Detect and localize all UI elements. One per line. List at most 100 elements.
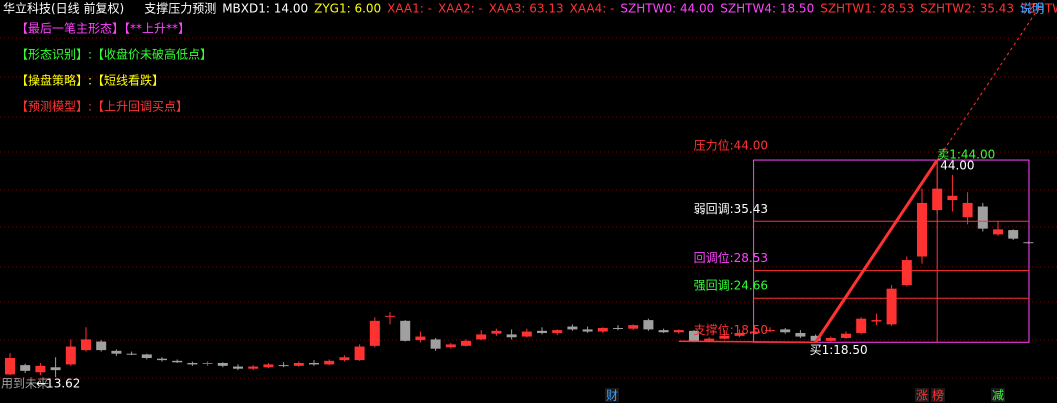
candle-body xyxy=(35,365,46,373)
candle-body xyxy=(278,365,289,367)
candle-body xyxy=(369,320,380,346)
trend-line xyxy=(814,159,939,344)
candle-body xyxy=(780,329,791,333)
header-item: ZYG1: 6.00 xyxy=(314,2,381,16)
buy-label: 买1:18.50 xyxy=(810,343,868,357)
candle-body xyxy=(537,330,547,333)
low-label: ←13.62 xyxy=(36,377,80,391)
marker-box xyxy=(991,388,1005,402)
candle-body xyxy=(1023,242,1034,244)
candle-body xyxy=(172,360,183,363)
marker: 财 xyxy=(606,389,618,403)
candle-body xyxy=(65,346,76,365)
candle-body xyxy=(445,344,456,348)
level-label: 压力位:44.00 xyxy=(694,138,768,153)
candle-body xyxy=(141,354,152,358)
sell-price: 44.00 xyxy=(940,159,974,173)
candle-body xyxy=(871,320,882,322)
candle-body xyxy=(111,350,122,354)
level-label: 回调位:28.53 xyxy=(694,250,768,265)
candle-body xyxy=(263,364,274,368)
candle-body xyxy=(597,327,608,332)
candle-body xyxy=(673,330,684,333)
candle-body xyxy=(825,337,836,341)
level-label: 强回调:24.66 xyxy=(694,279,768,293)
level-label: 支撑位:18.50 xyxy=(694,322,768,337)
candle-body xyxy=(309,362,319,365)
prediction-box xyxy=(753,159,1030,343)
candle-body xyxy=(689,330,699,342)
level-label: 弱回调:35.43 xyxy=(694,202,768,216)
candle-body xyxy=(552,330,563,333)
header-item: 支撑压力预测 xyxy=(144,1,216,16)
header-item: XAA1: - xyxy=(387,2,432,16)
candle-body xyxy=(643,320,654,330)
candle-body xyxy=(415,336,426,341)
note: 【形态识别】:【收盘价未破高低点】 xyxy=(16,47,212,62)
trend-extension xyxy=(936,0,1045,161)
candle-body xyxy=(749,331,760,333)
candle-body xyxy=(293,362,304,366)
candle-body xyxy=(628,325,639,329)
note: 【最后一笔主形态】【**上升**】 xyxy=(16,21,190,36)
candle-body xyxy=(96,341,107,351)
candle-body xyxy=(582,329,593,332)
candle-body xyxy=(901,260,912,286)
support-line xyxy=(678,340,816,344)
marker: 减 xyxy=(992,389,1004,403)
candle-body xyxy=(126,353,137,355)
candle-body xyxy=(430,339,441,349)
candle-body xyxy=(491,330,502,334)
candle-body xyxy=(20,365,31,371)
candle-body xyxy=(476,334,487,340)
future-label: 用到未来 xyxy=(1,377,49,391)
candle-body xyxy=(993,229,1003,235)
candle-body xyxy=(795,332,806,337)
help-link[interactable]: 说明 xyxy=(1020,1,1044,16)
candle-body xyxy=(810,335,821,341)
candle-body xyxy=(157,358,167,361)
candle-body xyxy=(567,326,578,330)
candle-body xyxy=(886,288,897,325)
header-item: SZHTW1: 28.53 xyxy=(820,2,914,16)
marker-box xyxy=(915,388,929,402)
candle-body xyxy=(385,315,395,317)
marker: 榜 xyxy=(932,388,944,403)
candle-body xyxy=(734,332,745,336)
note: 【预测模型】:【上升回调买点】 xyxy=(16,100,188,114)
candle-body xyxy=(765,330,775,332)
candle-body xyxy=(613,327,623,329)
candle-body xyxy=(719,335,730,339)
candle-body xyxy=(977,206,988,229)
header-item: 华立科技(日线 前复权) xyxy=(3,1,124,16)
candle-body xyxy=(202,362,213,364)
candle-body xyxy=(658,330,669,333)
marker: 涨 xyxy=(916,388,928,403)
candle-body xyxy=(324,360,335,365)
candle-body xyxy=(233,366,243,369)
candle-body xyxy=(856,318,867,333)
candle-body xyxy=(461,340,471,346)
header-item: SZHTW4: 18.50 xyxy=(720,2,814,16)
candle-body xyxy=(81,339,91,351)
candle-body xyxy=(704,338,715,341)
sell-label: 卖1:44.00 xyxy=(937,148,995,162)
note: 【操盘策略】:【短线看跌】 xyxy=(16,73,164,88)
header-item: SZHTW2: 35.43 xyxy=(920,2,1014,16)
candle-body xyxy=(5,357,15,375)
header-item: MBXD1: 14.00 xyxy=(222,2,308,16)
candle-body xyxy=(506,334,517,338)
candle-body xyxy=(962,202,973,218)
marker-box xyxy=(931,388,945,402)
candle-body xyxy=(947,195,958,201)
candle-body xyxy=(217,362,228,366)
candle-body xyxy=(400,320,411,341)
candle-body xyxy=(339,357,350,361)
candle-body xyxy=(521,331,532,337)
marker-box xyxy=(605,388,619,402)
candle-body xyxy=(248,366,259,369)
candle-body xyxy=(354,346,365,361)
candle-body xyxy=(1008,230,1019,239)
